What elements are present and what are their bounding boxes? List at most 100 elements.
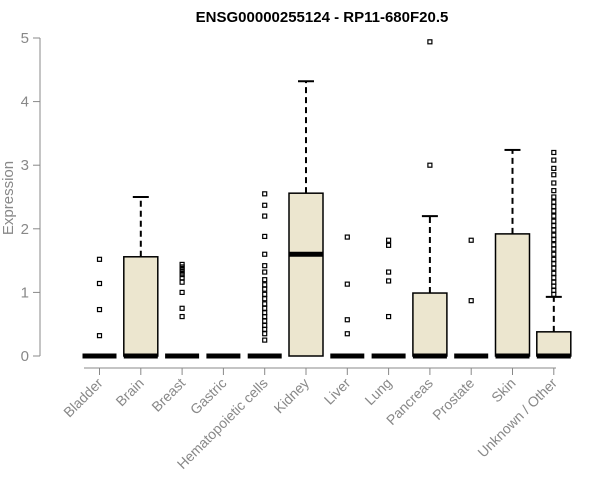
outlier-point — [551, 194, 557, 200]
outlier-point — [427, 39, 433, 45]
y-tick-label: 0 — [21, 348, 29, 365]
box-unknown-other — [536, 149, 572, 359]
outlier-point — [179, 313, 185, 320]
outlier-point — [262, 286, 268, 292]
x-tick-label: Prostate — [429, 375, 477, 423]
outlier-point — [262, 331, 268, 337]
outlier-point — [344, 331, 350, 337]
box-kidney — [288, 80, 324, 357]
outlier-point — [262, 251, 268, 257]
outlier-point — [551, 246, 557, 252]
outlier-point — [344, 281, 350, 287]
outlier-point — [551, 208, 557, 214]
outlier-point — [179, 275, 185, 281]
box-hematopoietic-cells — [247, 191, 282, 359]
outlier-point — [386, 237, 392, 243]
outlier-point — [344, 234, 350, 240]
y-tick-label: 2 — [21, 221, 29, 238]
outlier-point — [551, 203, 557, 210]
outlier-point — [551, 227, 557, 233]
box-body — [412, 292, 448, 357]
outlier-point — [386, 278, 392, 284]
box-skin — [494, 148, 531, 359]
outlier-point — [179, 279, 185, 285]
outlier-point — [262, 318, 268, 324]
outlier-point — [179, 261, 185, 268]
y-axis-label: Expression — [0, 161, 17, 235]
box-prostate — [454, 237, 489, 359]
outlier-point — [551, 199, 557, 205]
x-tick-label: Skin — [488, 375, 519, 406]
x-tick-label: Liver — [321, 375, 354, 408]
outlier-point — [468, 237, 474, 243]
box-breast — [165, 261, 200, 359]
x-tick-label: Lung — [361, 375, 394, 408]
outlier-point — [262, 191, 268, 197]
outlier-point — [551, 270, 557, 276]
outlier-point — [262, 305, 268, 311]
outlier-point — [386, 313, 392, 320]
y-tick-label: 1 — [21, 284, 29, 301]
outlier-point — [96, 333, 103, 339]
chart-title: ENSG00000255124 - RP11-680F20.5 — [196, 9, 449, 26]
outlier-point — [551, 237, 557, 243]
box-body — [494, 233, 531, 357]
outlier-point — [551, 165, 557, 171]
outlier-point — [551, 213, 557, 219]
outlier-point — [551, 265, 557, 271]
outlier-point — [262, 269, 268, 275]
outlier-point — [551, 251, 557, 257]
outlier-point — [551, 157, 557, 163]
box-liver — [330, 234, 365, 359]
outlier-point — [179, 289, 185, 295]
outlier-point — [551, 188, 557, 194]
outlier-point — [262, 213, 268, 219]
outlier-point — [551, 242, 557, 248]
outlier-point — [262, 233, 268, 240]
outlier-point — [551, 275, 557, 281]
x-tick-label: Breast — [148, 375, 188, 415]
outlier-point — [344, 317, 350, 323]
outlier-point — [551, 172, 557, 178]
box-brain — [123, 196, 159, 359]
box-pancreas — [412, 39, 448, 359]
y-ticks: 0 1 2 3 4 5 — [21, 30, 40, 365]
outlier-point — [262, 337, 268, 343]
outlier-point — [551, 256, 557, 262]
outlier-point — [262, 291, 268, 297]
outlier-point — [262, 277, 268, 283]
outlier-point — [468, 298, 474, 304]
outlier-point — [96, 256, 103, 262]
outlier-point — [262, 282, 268, 288]
outlier-point — [96, 280, 103, 287]
x-tick-label: Kidney — [271, 375, 313, 417]
outlier-point — [551, 149, 557, 156]
y-tick-label: 3 — [21, 157, 29, 174]
outlier-point — [551, 218, 557, 224]
outlier-point — [551, 232, 557, 238]
box-lung — [371, 237, 406, 359]
box-body — [123, 256, 159, 357]
outlier-point — [262, 263, 268, 269]
outlier-point — [427, 162, 433, 168]
box-bladder — [82, 256, 117, 359]
outlier-point — [262, 301, 268, 307]
x-tick-label: Bladder — [60, 375, 106, 421]
outlier-point — [179, 305, 185, 311]
outlier-point — [96, 306, 103, 313]
x-tick-label: Brain — [112, 375, 146, 409]
outlier-point — [262, 296, 268, 302]
y-tick-label: 4 — [21, 94, 29, 111]
outlier-point — [551, 223, 557, 229]
outlier-point — [262, 202, 268, 208]
outlier-point — [551, 261, 557, 267]
outlier-point — [386, 242, 392, 248]
boxes — [82, 39, 572, 359]
box-body — [536, 331, 572, 357]
box-body — [288, 192, 324, 357]
outlier-point — [551, 180, 557, 186]
y-tick-label: 5 — [21, 30, 29, 47]
outlier-point — [386, 269, 392, 275]
